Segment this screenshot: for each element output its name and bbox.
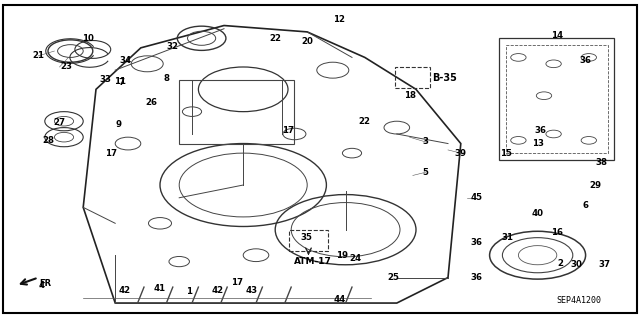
Bar [179,80,294,144]
Text: 21: 21 [33,51,44,60]
Text: 31: 31 [502,233,513,242]
Text: 17: 17 [105,149,116,158]
Text: 3: 3 [422,137,429,146]
Text: 42: 42 [212,286,223,295]
Text: 1: 1 [186,287,192,296]
Text: 36: 36 [535,126,547,135]
Text: 12: 12 [333,15,345,24]
Text: 44: 44 [333,295,346,304]
Text: 42: 42 [119,286,131,295]
Text: 17: 17 [282,126,294,135]
Text: 13: 13 [532,139,543,148]
Text: 15: 15 [500,149,511,158]
Text: 9: 9 [115,120,122,129]
Text: 14: 14 [551,31,563,40]
Text: 29: 29 [589,181,601,189]
Text: 10: 10 [83,34,94,43]
Text: 39: 39 [455,149,467,158]
Text: 34: 34 [120,56,131,65]
Text: 4: 4 [38,281,45,290]
Text: 43: 43 [246,286,257,295]
Text: 20: 20 [301,37,313,46]
Text: 25: 25 [388,273,399,282]
Text: 2: 2 [557,259,563,268]
Text: 28: 28 [42,136,54,145]
Text: 33: 33 [100,75,111,84]
Text: 7: 7 [118,78,125,87]
Text: 24: 24 [349,254,361,263]
Text: B-35: B-35 [432,73,457,83]
Text: 38: 38 [596,158,607,167]
Text: 19: 19 [337,251,348,260]
Text: 36: 36 [580,56,591,65]
Text: 40: 40 [532,209,543,218]
Text: FR: FR [40,279,52,288]
Text: 36: 36 [471,238,483,247]
Text: 16: 16 [551,228,563,237]
Text: 18: 18 [404,91,415,100]
Text: 11: 11 [115,77,126,86]
Text: 37: 37 [599,260,611,269]
Text: SEP4A1200: SEP4A1200 [557,296,602,305]
Text: 17: 17 [231,278,243,287]
Text: 5: 5 [422,168,429,177]
Text: 41: 41 [154,284,166,293]
Text: ATM-17: ATM-17 [294,257,332,266]
Text: 8: 8 [163,74,170,83]
Text: 22: 22 [269,34,281,43]
Text: 45: 45 [471,193,483,202]
Text: 36: 36 [471,273,483,282]
Text: 32: 32 [167,42,179,51]
Text: 22: 22 [359,117,371,126]
Text: 6: 6 [582,201,589,210]
Text: 26: 26 [146,98,157,107]
Text: 35: 35 [300,233,312,242]
Text: 27: 27 [54,118,65,127]
Text: 30: 30 [570,260,582,269]
Text: 23: 23 [60,63,72,71]
